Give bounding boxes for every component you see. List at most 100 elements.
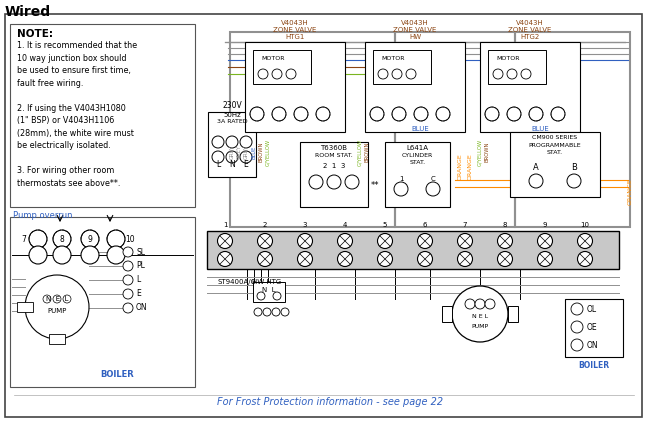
- Circle shape: [338, 252, 353, 267]
- Circle shape: [123, 289, 133, 299]
- Bar: [10, 217, 195, 387]
- Text: MOTOR: MOTOR: [496, 56, 520, 61]
- Circle shape: [25, 275, 89, 339]
- Circle shape: [254, 308, 262, 316]
- Circle shape: [123, 303, 133, 313]
- Text: OE: OE: [587, 322, 598, 332]
- Text: ST9400A/C: ST9400A/C: [218, 279, 256, 285]
- Circle shape: [392, 107, 406, 121]
- Text: BLUE: BLUE: [252, 145, 256, 159]
- Text: 1: 1: [399, 176, 403, 182]
- Text: GREY: GREY: [243, 145, 248, 159]
- Circle shape: [258, 252, 272, 267]
- Circle shape: [226, 136, 238, 148]
- Text: CM900 SERIES: CM900 SERIES: [532, 135, 578, 140]
- Circle shape: [327, 175, 341, 189]
- Text: C: C: [431, 176, 435, 182]
- Circle shape: [272, 69, 282, 79]
- Text: PL: PL: [136, 262, 145, 271]
- Circle shape: [286, 69, 296, 79]
- Bar: [207, 231, 619, 269]
- Circle shape: [414, 107, 428, 121]
- Text: Pump overrun: Pump overrun: [13, 211, 72, 220]
- Text: V4043H
ZONE VALVE
HW: V4043H ZONE VALVE HW: [393, 20, 437, 40]
- Circle shape: [123, 247, 133, 257]
- Bar: [17, 302, 33, 312]
- Bar: [253, 50, 311, 84]
- Text: ORANGE: ORANGE: [457, 154, 463, 180]
- Text: STAT.: STAT.: [410, 160, 426, 165]
- Circle shape: [298, 252, 313, 267]
- Circle shape: [53, 246, 71, 264]
- Bar: [208, 112, 256, 177]
- Circle shape: [258, 69, 268, 79]
- Text: 9: 9: [543, 222, 547, 228]
- Text: GREY: GREY: [230, 145, 234, 159]
- Circle shape: [250, 107, 264, 121]
- Text: BROWN: BROWN: [485, 142, 490, 162]
- Circle shape: [217, 233, 232, 249]
- Circle shape: [485, 107, 499, 121]
- Circle shape: [426, 182, 440, 196]
- Text: 3A RATED: 3A RATED: [217, 119, 247, 124]
- Text: L: L: [216, 160, 220, 169]
- Bar: [373, 50, 431, 84]
- Circle shape: [338, 233, 353, 249]
- Circle shape: [294, 107, 308, 121]
- Circle shape: [258, 233, 272, 249]
- Circle shape: [345, 175, 359, 189]
- Circle shape: [298, 233, 313, 249]
- Text: N  L: N L: [262, 287, 276, 293]
- Text: 2  1  3: 2 1 3: [323, 163, 345, 169]
- Bar: [480, 42, 580, 132]
- Circle shape: [436, 107, 450, 121]
- Circle shape: [571, 339, 583, 351]
- Text: BOILER: BOILER: [578, 361, 609, 370]
- Circle shape: [272, 107, 286, 121]
- Circle shape: [217, 252, 232, 267]
- Bar: [245, 42, 345, 132]
- Text: 2: 2: [263, 222, 267, 228]
- Text: ROOM STAT.: ROOM STAT.: [315, 153, 353, 158]
- Text: T6360B: T6360B: [320, 145, 347, 151]
- Bar: [365, 42, 465, 132]
- Circle shape: [370, 107, 384, 121]
- Circle shape: [377, 252, 393, 267]
- Circle shape: [212, 151, 224, 163]
- Text: SL: SL: [136, 247, 145, 257]
- Bar: [515, 32, 630, 227]
- Text: CYLINDER: CYLINDER: [402, 153, 433, 158]
- Text: ORANGE: ORANGE: [468, 154, 472, 180]
- Text: L641A: L641A: [406, 145, 428, 151]
- Circle shape: [272, 308, 280, 316]
- Text: V4043H
ZONE VALVE
HTG2: V4043H ZONE VALVE HTG2: [509, 20, 552, 40]
- Circle shape: [316, 107, 330, 121]
- Circle shape: [406, 69, 416, 79]
- Circle shape: [571, 303, 583, 315]
- Text: L: L: [136, 276, 140, 284]
- Text: 7: 7: [463, 222, 467, 228]
- Circle shape: [29, 246, 47, 264]
- Circle shape: [529, 107, 543, 121]
- Circle shape: [81, 246, 99, 264]
- Circle shape: [507, 69, 517, 79]
- Text: 1: 1: [223, 222, 227, 228]
- Circle shape: [529, 174, 543, 188]
- Text: G/YELLOW: G/YELLOW: [477, 138, 483, 165]
- Circle shape: [507, 107, 521, 121]
- Circle shape: [281, 308, 289, 316]
- Text: ON: ON: [136, 303, 148, 313]
- Circle shape: [240, 151, 252, 163]
- Circle shape: [551, 107, 565, 121]
- Circle shape: [475, 299, 485, 309]
- Text: 8: 8: [60, 235, 64, 243]
- Text: HW HTG: HW HTG: [252, 279, 281, 285]
- Bar: [49, 334, 65, 344]
- Bar: [488, 50, 546, 84]
- Text: 7: 7: [21, 235, 27, 243]
- Text: Wired: Wired: [5, 5, 51, 19]
- Circle shape: [457, 233, 472, 249]
- Text: BOILER: BOILER: [100, 370, 134, 379]
- Circle shape: [578, 252, 593, 267]
- Text: E: E: [244, 160, 248, 169]
